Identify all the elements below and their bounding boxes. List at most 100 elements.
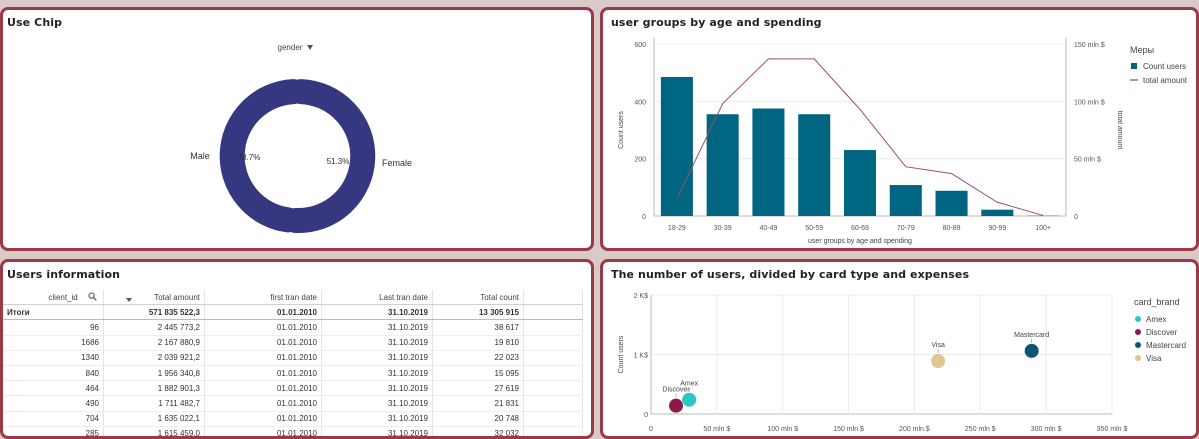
legend-swatch-mastercard: [1135, 342, 1141, 348]
x-tick-label: 50 mln $: [703, 426, 730, 433]
y2-tick-label: 150 mln $: [1074, 42, 1105, 49]
table-cell: [524, 320, 583, 335]
table-cell: 1340: [3, 350, 104, 365]
table-cell: 1 615 459,0: [104, 426, 205, 439]
column-header-label: first tran date: [270, 293, 317, 302]
table-cell: [524, 335, 583, 350]
y-tick-label: 400: [634, 99, 646, 106]
y-tick-label: 600: [634, 42, 646, 49]
x-tick-label: 80-89: [943, 225, 961, 232]
table-cell: 19 810: [433, 335, 524, 350]
card-brand-panel: The number of users, divided by card typ…: [600, 259, 1199, 439]
slice-category-label: Male: [190, 151, 210, 161]
scatter-point-discover[interactable]: [669, 399, 683, 413]
table-cell: 31.10.2019: [322, 305, 433, 320]
table-cell: 1 956 340,8: [104, 365, 205, 380]
slice-pct-label: 48.7%: [238, 153, 261, 162]
table-cell: 13 305 915: [433, 305, 524, 320]
point-label: Visa: [931, 342, 945, 349]
bar-count-users[interactable]: [661, 77, 693, 216]
table-cell: 01.01.2010: [205, 365, 322, 380]
bar-count-users[interactable]: [890, 185, 922, 216]
bar-count-users[interactable]: [936, 191, 968, 216]
table-cell: 20 748: [433, 411, 524, 426]
x-tick-label: 250 mln $: [965, 426, 996, 433]
table-cell: 38 617: [433, 320, 524, 335]
bar-count-users[interactable]: [707, 114, 739, 216]
panel-title: Users information: [7, 268, 120, 281]
column-header-total-count[interactable]: Total count: [433, 290, 524, 305]
chevron-down-icon[interactable]: [307, 45, 313, 50]
table-cell: [524, 396, 583, 411]
table-cell: 22 023: [433, 350, 524, 365]
sort-descending-icon[interactable]: [126, 298, 132, 302]
column-header-first-tran-date[interactable]: first tran date: [205, 290, 322, 305]
y2-axis-title: total amount: [1116, 111, 1123, 150]
bar-count-users[interactable]: [844, 150, 876, 216]
legend-item-label[interactable]: Count users: [1143, 62, 1186, 71]
table-cell: 96: [3, 320, 104, 335]
table-cell: 21 831: [433, 396, 524, 411]
x-tick-label: 0: [649, 426, 653, 433]
bar-count-users[interactable]: [752, 109, 784, 217]
table-cell: 32 032: [433, 426, 524, 439]
column-header-label: Total amount: [154, 293, 200, 302]
x-tick-label: 100+: [1035, 225, 1051, 232]
search-icon[interactable]: [88, 292, 97, 301]
x-tick-label: 100 mln $: [767, 426, 798, 433]
table-cell: 31.10.2019: [322, 335, 433, 350]
table-cell: 840: [3, 365, 104, 380]
table-cell: 2 167 880,9: [104, 335, 205, 350]
table-cell: 31.10.2019: [322, 396, 433, 411]
column-header-client-id[interactable]: client_id: [3, 290, 104, 305]
y-tick-label: 1 K$: [634, 353, 649, 360]
legend-item-label[interactable]: Amex: [1146, 315, 1166, 324]
legend-item-label[interactable]: Visa: [1146, 354, 1162, 363]
table-cell: 01.01.2010: [205, 426, 322, 439]
users-table: client_id Total amount first tran date L…: [3, 290, 583, 439]
table-cell: 01.01.2010: [205, 320, 322, 335]
column-header-spacer: [524, 290, 583, 305]
table-cell: 571 835 522,3: [104, 305, 205, 320]
table-cell: [524, 305, 583, 320]
table-cell: 704: [3, 411, 104, 426]
x-tick-label: 30-39: [714, 225, 732, 232]
y-tick-label: 2 K$: [634, 293, 649, 300]
x-tick-label: 350 mln $: [1097, 426, 1128, 433]
table-cell: 1 882 901,3: [104, 381, 205, 396]
column-header-total-amount[interactable]: Total amount: [104, 290, 205, 305]
point-label: Mastercard: [1014, 332, 1049, 339]
bar-count-users[interactable]: [981, 210, 1013, 216]
table-cell: 01.01.2010: [205, 381, 322, 396]
gender-dropdown-label[interactable]: gender: [278, 43, 303, 52]
table-cell: [524, 426, 583, 439]
bar-count-users[interactable]: [798, 114, 830, 216]
scatter-point-mastercard[interactable]: [1025, 344, 1039, 358]
y-axis-title: Count users: [618, 335, 625, 373]
legend-item-label[interactable]: total amount: [1143, 76, 1188, 85]
scatter-point-visa[interactable]: [931, 354, 945, 368]
column-header-label: client_id: [48, 293, 77, 302]
column-header-last-tran-date[interactable]: Last tran date: [322, 290, 433, 305]
totals-row: Итоги 571 835 522,3 01.01.2010 31.10.201…: [3, 305, 583, 320]
table-cell: 31.10.2019: [322, 426, 433, 439]
legend-item-label[interactable]: Discover: [1146, 328, 1177, 337]
table-cell: 01.01.2010: [205, 335, 322, 350]
x-tick-label: 60-69: [851, 225, 869, 232]
x-tick-label: 90-99: [988, 225, 1006, 232]
table-cell: [524, 350, 583, 365]
legend-item-label[interactable]: Mastercard: [1146, 341, 1186, 350]
legend-swatch-count-users: [1131, 63, 1137, 69]
scatter-point-amex[interactable]: [682, 393, 696, 407]
